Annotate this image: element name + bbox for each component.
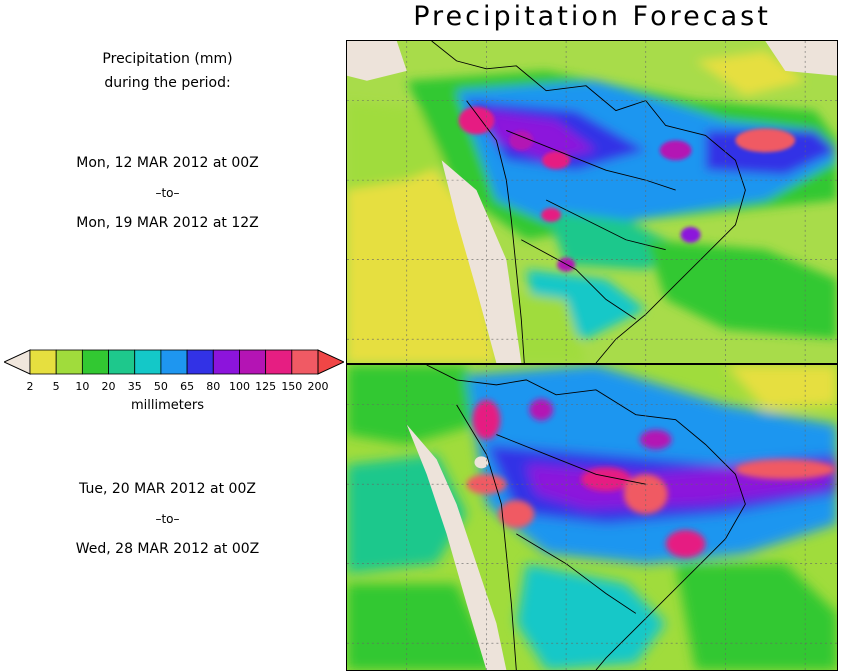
colorbar-over-arrow	[317, 349, 344, 375]
colorbar-swatch	[55, 349, 83, 375]
colorbar-tick-label: 2	[26, 380, 34, 393]
colorbar-tick-label: 35	[127, 380, 142, 393]
map1-precip-field	[347, 50, 837, 363]
page-title: Precipitation Forecast	[413, 1, 771, 32]
colorbar-tick-label: 150	[281, 380, 303, 393]
period1-separator: –to–	[155, 186, 180, 200]
colorbar-swatch	[239, 349, 267, 375]
map-week2	[346, 364, 838, 671]
colorbar-tick-label: 200	[307, 380, 329, 393]
colorbar-swatch	[212, 349, 240, 375]
colorbar-units: millimeters	[131, 398, 204, 413]
colorbar-swatch	[134, 349, 162, 375]
colorbar-tick-label: 20	[101, 380, 116, 393]
period2-separator: –to–	[155, 512, 180, 526]
map1-dry-coast-west	[441, 160, 522, 363]
map1-dry-region-northwest	[347, 41, 407, 81]
map-week1	[346, 40, 838, 364]
description-line-2: during the period:	[104, 75, 231, 91]
period1-end: Mon, 19 MAR 2012 at 12Z	[76, 215, 259, 231]
colorbar-tick-label: 65	[180, 380, 195, 393]
map1-coastline	[431, 41, 746, 363]
period2-end: Wed, 28 MAR 2012 at 00Z	[75, 541, 260, 557]
colorbar-swatch	[160, 349, 188, 375]
map1-heavy-rain	[458, 106, 796, 272]
colorbar	[4, 349, 344, 375]
period1-start: Mon, 12 MAR 2012 at 00Z	[76, 155, 259, 171]
colorbar-swatch	[186, 349, 214, 375]
colorbar-tick-label: 50	[153, 380, 168, 393]
colorbar-swatch	[265, 349, 293, 375]
map2-dry-spot	[474, 456, 489, 469]
colorbar-swatch	[29, 349, 57, 375]
map1-graticule	[347, 41, 837, 363]
colorbar-swatch	[291, 349, 319, 375]
map2-coastline	[426, 365, 746, 670]
colorbar-tick-label: 10	[75, 380, 90, 393]
colorbar-swatch	[108, 349, 136, 375]
map2-graticule	[347, 365, 837, 670]
map1-dry-region-northeast	[765, 41, 837, 76]
colorbar-tick-label: 80	[206, 380, 221, 393]
colorbar-tick-label: 100	[228, 380, 250, 393]
map2-dry-coast-west	[406, 424, 507, 670]
colorbar-under-arrow	[4, 349, 31, 375]
colorbar-tick-label: 125	[255, 380, 277, 393]
period2-start: Tue, 20 MAR 2012 at 00Z	[79, 481, 256, 497]
description-line-1: Precipitation (mm)	[102, 51, 233, 67]
colorbar-swatch	[81, 349, 109, 375]
colorbar-tick-label: 5	[52, 380, 60, 393]
